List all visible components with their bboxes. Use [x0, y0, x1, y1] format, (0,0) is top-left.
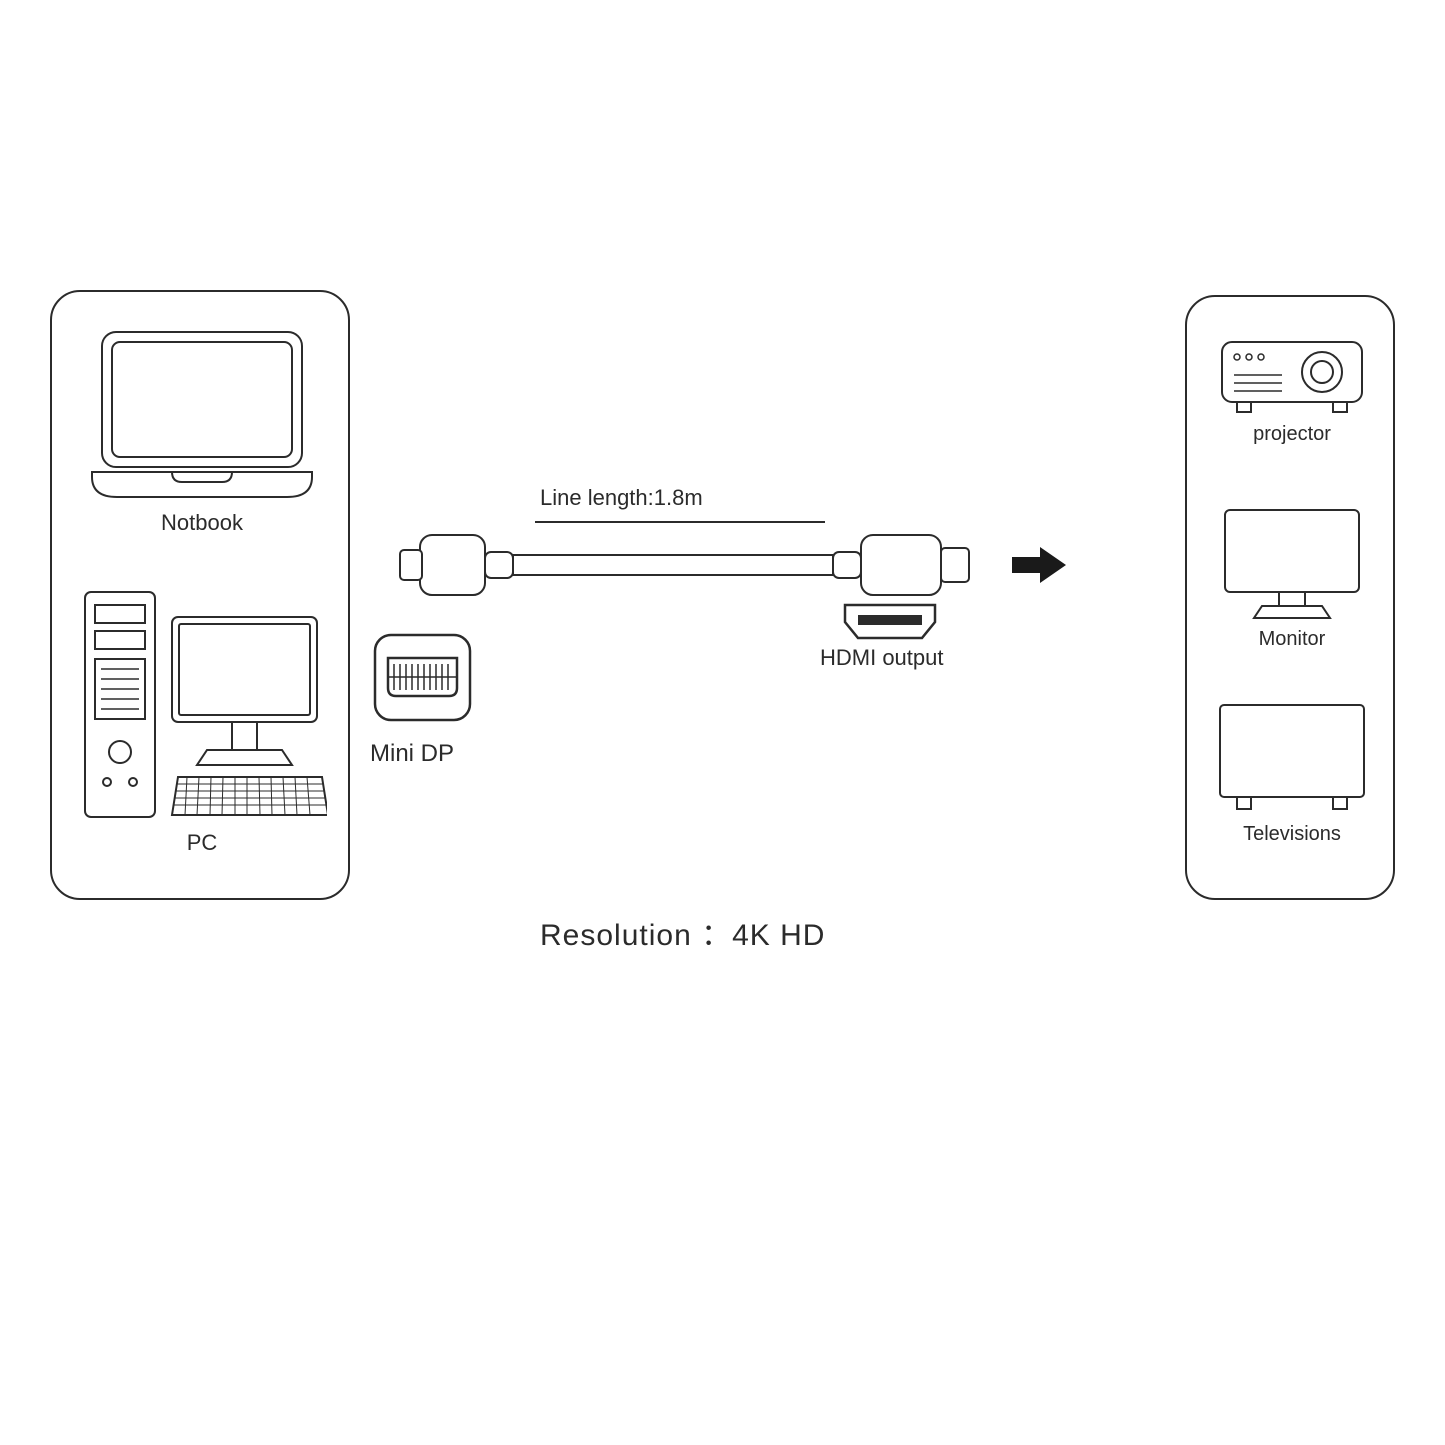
tv-item: Televisions [1212, 697, 1372, 846]
tv-label: Televisions [1212, 823, 1372, 846]
hdmi-output-label: HDMI output [820, 645, 944, 671]
projector-label: projector [1212, 423, 1372, 446]
pc-label: PC [77, 830, 327, 856]
mini-dp-connector-icon [370, 630, 475, 725]
right-outputs-panel: projector Monitor Televisions [1185, 295, 1395, 900]
monitor-label: Monitor [1217, 628, 1367, 651]
monitor-item: Monitor [1217, 502, 1367, 651]
mini-dp-label: Mini DP [370, 740, 454, 768]
arrow-icon [1010, 545, 1070, 585]
pc-icon [77, 587, 327, 822]
left-sources-panel: Notbook [50, 290, 350, 900]
hdmi-connector-icon [840, 600, 940, 645]
tv-icon [1212, 697, 1372, 817]
notebook-label: Notbook [87, 510, 317, 536]
line-length-label: Line length:1.8m [540, 485, 703, 511]
resolution-label: Resolution ：4K HD [540, 910, 825, 954]
cable-diagram: Notbook [50, 290, 1395, 990]
notebook-icon [87, 327, 317, 502]
monitor-icon [1217, 502, 1367, 622]
projector-item: projector [1212, 327, 1372, 446]
pc-item: PC [77, 587, 327, 856]
projector-icon [1212, 327, 1372, 417]
notebook-item: Notbook [87, 327, 317, 536]
